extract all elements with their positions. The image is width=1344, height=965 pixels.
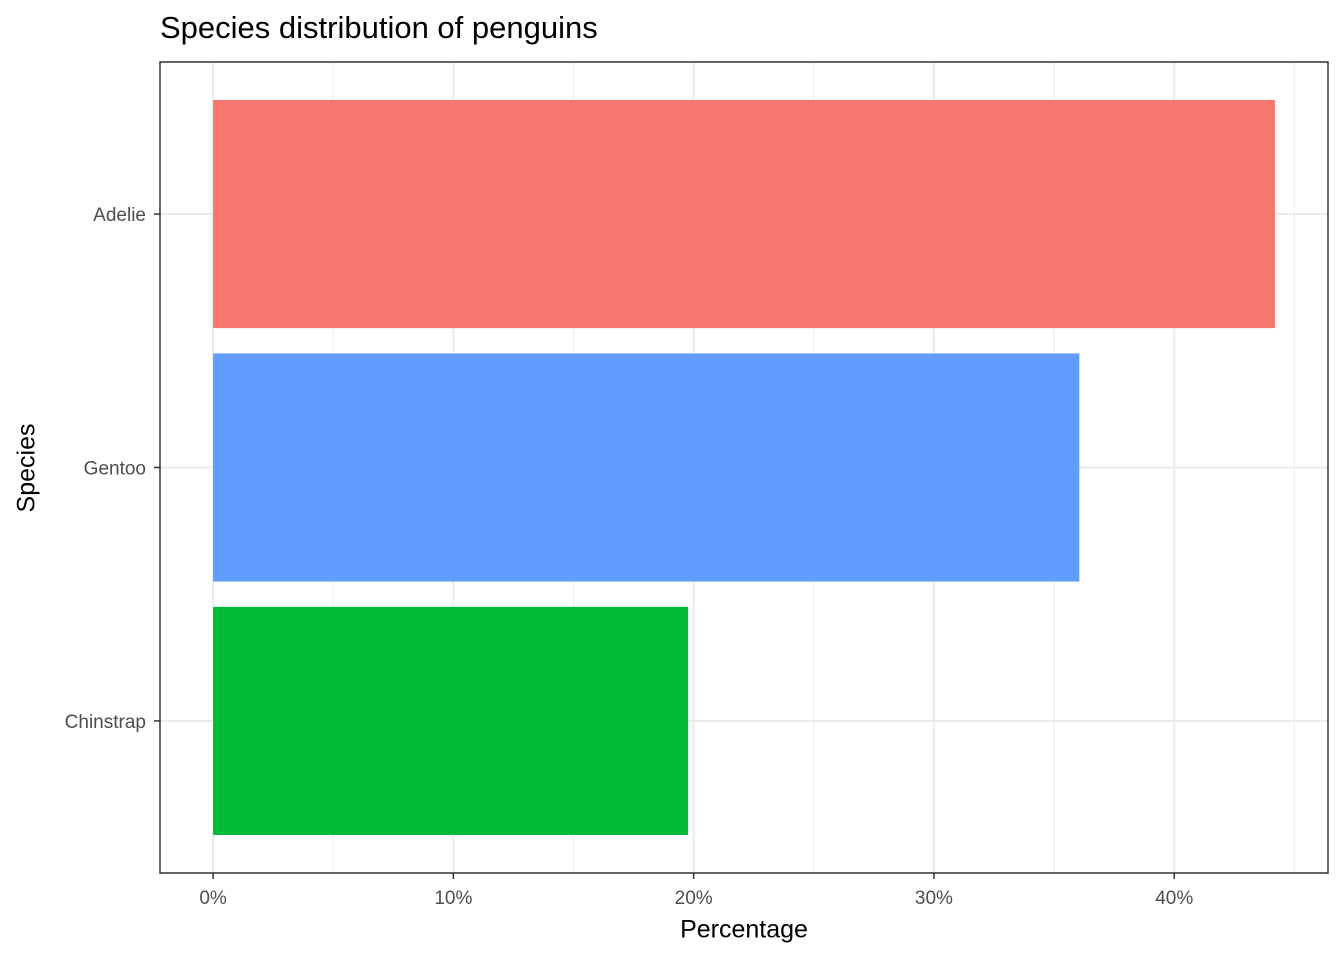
y-tick-label: Adelie xyxy=(93,205,146,226)
x-tick-label: 40% xyxy=(1155,888,1193,909)
y-tick-label: Chinstrap xyxy=(65,712,146,733)
x-tick-label: 0% xyxy=(199,888,227,909)
chart-title: Species distribution of penguins xyxy=(160,10,598,45)
bar xyxy=(213,100,1275,329)
x-tick-label: 10% xyxy=(434,888,472,909)
x-tick-label: 30% xyxy=(915,888,953,909)
bar xyxy=(213,353,1080,582)
x-axis-title: Percentage xyxy=(680,916,808,944)
y-tick-label: Gentoo xyxy=(84,459,146,480)
bar xyxy=(213,606,689,835)
x-tick-label: 20% xyxy=(675,888,713,909)
y-axis-title: Species xyxy=(13,424,41,513)
